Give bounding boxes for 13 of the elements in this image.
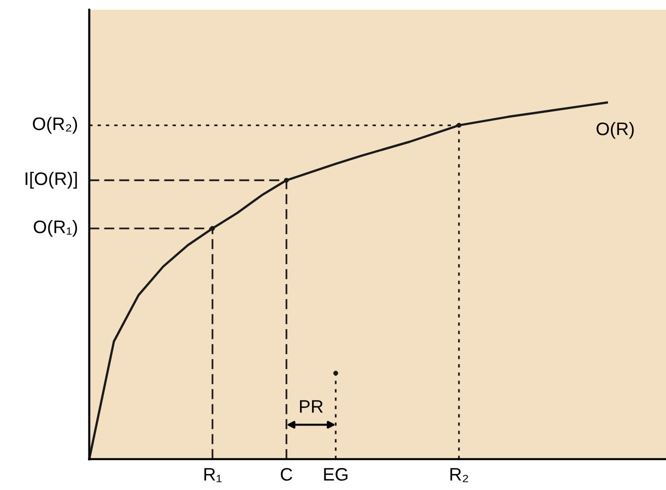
x-tick-label: C bbox=[280, 468, 292, 481]
x-tick-label: R₂ bbox=[450, 468, 468, 482]
point bbox=[284, 178, 289, 183]
point bbox=[456, 122, 462, 128]
x-tick-label: R₁ bbox=[204, 468, 222, 482]
point bbox=[333, 370, 338, 376]
series-label: O(R) bbox=[596, 122, 634, 139]
text: O(R₁) bbox=[34, 220, 78, 237]
text: O(R₂) bbox=[32, 116, 78, 134]
x-tick-label: EG bbox=[324, 468, 348, 481]
point bbox=[210, 226, 215, 231]
annotation: PR bbox=[300, 400, 323, 413]
text: I[O(R)] bbox=[26, 172, 77, 189]
